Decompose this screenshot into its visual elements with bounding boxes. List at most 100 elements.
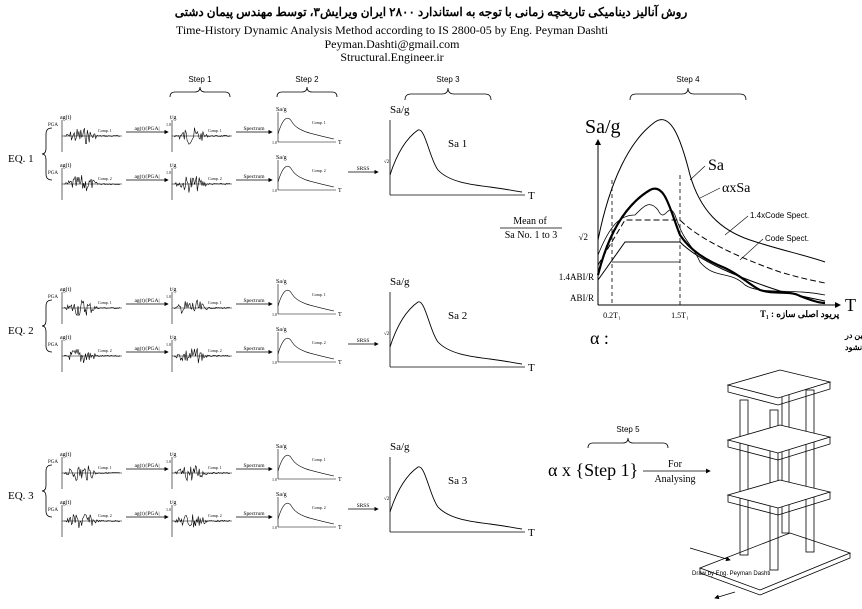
mean-label: Mean of Sa No. 1 to 3 (500, 216, 562, 241)
scaled-accelerogram-comp2: t/g1.0 Comp. 2 (166, 163, 232, 200)
svg-text:Sa 3: Sa 3 (448, 475, 468, 487)
svg-text:1.0: 1.0 (166, 294, 171, 299)
svg-text:√2: √2 (384, 159, 390, 165)
step1-header: Step 1 (169, 75, 231, 98)
svg-text:√2: √2 (384, 496, 390, 502)
abr-label: ABI/R (570, 293, 594, 303)
svg-text:Step 2: Step 2 (295, 75, 319, 84)
sqrt2-label: √2 (579, 232, 588, 242)
svg-text:Comp. 1: Comp. 1 (208, 128, 222, 133)
svg-text:Comp. 2: Comp. 2 (98, 513, 112, 518)
svg-text:T: T (338, 140, 342, 146)
code-spectrum (597, 241, 826, 302)
raw-accelerogram-comp1: ag(t)PGA Comp. 1 (48, 286, 122, 324)
svg-text:SRSS: SRSS (357, 503, 370, 509)
scaled-trace-comp2 (173, 348, 230, 364)
srss-arrow: SRSS (348, 503, 379, 512)
srss-spectrum-3: Sa/g T √2 Sa 3 (384, 441, 535, 539)
svg-text:T: T (338, 477, 342, 483)
svg-text:Comp. 1: Comp. 1 (312, 457, 326, 462)
srss-spectrum-1: Sa/g T √2 Sa 1 (384, 104, 535, 202)
svg-text:Comp. 2: Comp. 2 (208, 513, 222, 518)
scaled-accelerogram-comp2: t/g1.0 Comp. 2 (166, 500, 232, 537)
svg-text:t/g: t/g (170, 452, 176, 458)
alpha-desc-2: محدوده مرز مشخص شده کمتر از منحنی خط چین… (845, 343, 862, 353)
svg-text:t/g: t/g (170, 163, 176, 169)
svg-text:Comp. 1: Comp. 1 (98, 128, 112, 133)
scaled-trace-comp1 (173, 464, 230, 482)
eq-brace (41, 299, 53, 353)
svg-text:Step 1: Step 1 (188, 75, 212, 84)
svg-text:ag(t): ag(t) (60, 451, 71, 458)
spectrum-arrow-comp2: Spectrum (236, 511, 273, 520)
raw-accelerogram-comp1: ag(t)PGA Comp. 1 (48, 451, 122, 489)
svg-text:Sa 1: Sa 1 (448, 138, 467, 150)
scaled-trace-comp2 (173, 176, 231, 193)
step5-for: For (668, 459, 683, 470)
svg-text:PGA: PGA (48, 343, 58, 348)
author-website: Structural.Engineer.ir (340, 50, 443, 64)
srss-arrow: SRSS (348, 338, 379, 347)
scaled-trace-comp1 (173, 299, 231, 315)
english-title: Time-History Dynamic Analysis Method acc… (176, 23, 609, 37)
eq-brace (41, 127, 53, 181)
spectrum-arrow-comp1: Spectrum (236, 126, 273, 135)
svg-text:T: T (528, 190, 535, 202)
svg-text:Comp. 1: Comp. 1 (98, 300, 112, 305)
alpha-sa-curve (596, 187, 826, 305)
svg-text:Comp. 1: Comp. 1 (98, 465, 112, 470)
step4-y-axis-label: Sa/g (585, 116, 621, 138)
svg-text:ag(t)/|PGA|: ag(t)/|PGA| (134, 345, 159, 352)
step5-analysing: Analysing (654, 474, 695, 485)
svg-text:Sa/g: Sa/g (390, 104, 410, 116)
eq-brace (41, 464, 53, 518)
alpha-desc-1: این ضریب باید به گونه ای انتخاب شود که ط… (844, 330, 862, 341)
svg-text:Comp. 2: Comp. 2 (312, 340, 326, 345)
svg-text:Spectrum: Spectrum (243, 298, 265, 304)
svg-text:Comp. 2: Comp. 2 (312, 505, 326, 510)
svg-text:PGA: PGA (48, 171, 58, 176)
svg-text:t/g: t/g (170, 500, 176, 506)
normalize-arrow-comp1: ag(t)/|PGA| (126, 297, 169, 307)
svg-text:ag(t)/|PGA|: ag(t)/|PGA| (134, 173, 159, 180)
raw-trace-comp2 (64, 514, 121, 529)
normalize-arrow-comp1: ag(t)/|PGA| (126, 462, 169, 472)
component-spectrum-1: Sa/g T Comp. 1 1.0 (272, 444, 342, 483)
t02-label: 0.2T₁ (603, 311, 621, 320)
svg-text:T: T (338, 360, 342, 366)
scaled-trace-comp2 (173, 514, 231, 528)
raw-trace-comp1 (64, 128, 121, 145)
sa-curve (597, 119, 826, 263)
svg-text:Comp. 1: Comp. 1 (312, 120, 326, 125)
step3-header: Step 3 (404, 75, 492, 101)
normalize-arrow-comp2: ag(t)/|PGA| (126, 345, 169, 355)
svg-text:Spectrum: Spectrum (243, 463, 265, 469)
step4-x-axis-label: T (845, 295, 856, 315)
svg-text:Comp. 2: Comp. 2 (312, 168, 326, 173)
mean-spectrum-curve (597, 204, 826, 296)
eq-label: EQ. 2 (8, 325, 34, 337)
svg-text:1.0: 1.0 (272, 188, 277, 193)
alpha-sa-label: αxSa (722, 181, 751, 196)
period-label: پریود اصلی سازه : T₁ (760, 309, 840, 320)
building-frame-drawing (689, 369, 852, 600)
svg-text:Sa/g: Sa/g (276, 107, 287, 113)
svg-text:Sa No. 1 to 3: Sa No. 1 to 3 (505, 230, 558, 241)
svg-text:1.0: 1.0 (166, 122, 171, 127)
code-label: Code Spect. (765, 234, 809, 243)
raw-accelerogram-comp2: ag(t)PGA Comp. 2 (48, 334, 122, 372)
spectrum-arrow-comp2: Spectrum (236, 174, 273, 183)
raw-trace-comp2 (63, 348, 121, 363)
svg-text:1.0: 1.0 (272, 140, 277, 145)
svg-text:Spectrum: Spectrum (243, 346, 265, 352)
abr14-label: 1.4ABI/R (559, 272, 594, 282)
scaled-accelerogram-comp1: t/g1.0 Comp. 1 (166, 287, 232, 324)
svg-text:Comp. 1: Comp. 1 (208, 465, 222, 470)
svg-text:Comp. 2: Comp. 2 (98, 176, 112, 181)
svg-text:Mean of: Mean of (513, 216, 547, 227)
svg-text:Step 4: Step 4 (676, 75, 700, 84)
svg-text:Sa/g: Sa/g (276, 279, 287, 285)
step4-design-spectrum-chart: Sa/g T Sa αxSa 1.4xCode Spect. Code Spec… (559, 116, 862, 353)
